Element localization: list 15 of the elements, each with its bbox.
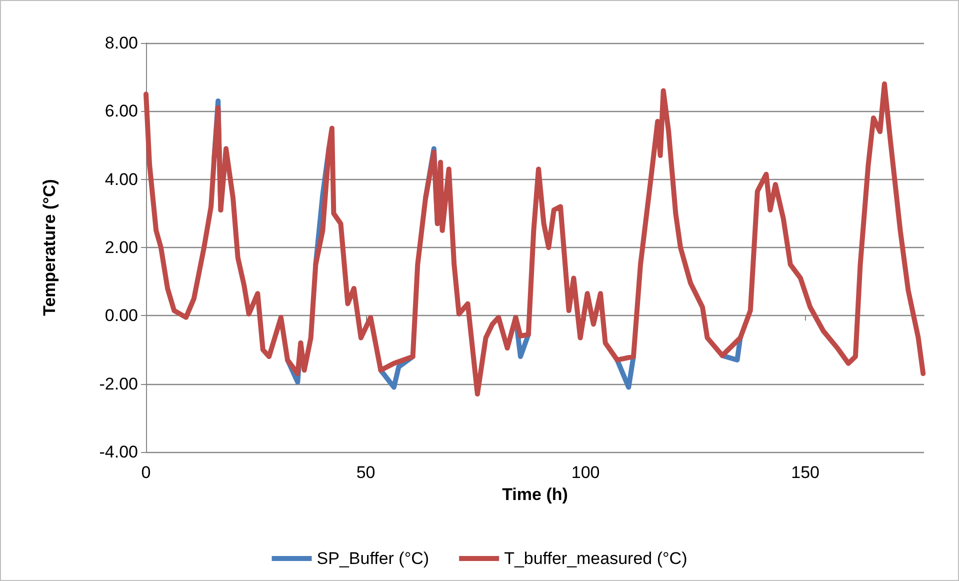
x-tick-label: 0 bbox=[141, 463, 151, 482]
x-tick-label: 100 bbox=[571, 463, 600, 482]
y-tick-label: 2.00 bbox=[104, 238, 138, 257]
y-tick-label: -4.00 bbox=[99, 442, 138, 462]
x-tick-label: 50 bbox=[356, 463, 376, 482]
x-axis-title: Time (h) bbox=[502, 484, 568, 504]
y-axis-title: Temperature (°C) bbox=[40, 179, 59, 316]
y-tick-label: 4.00 bbox=[104, 170, 138, 189]
y-tick-label: 6.00 bbox=[104, 102, 138, 121]
y-tick-label: -2.00 bbox=[99, 374, 138, 394]
y-tick-label: 8.00 bbox=[104, 34, 138, 52]
legend-label: SP_Buffer (°C) bbox=[316, 549, 430, 568]
y-tick-label: 0.00 bbox=[104, 306, 138, 326]
x-tick-label: 150 bbox=[791, 463, 820, 482]
legend-label: T_buffer_measured (°C) bbox=[504, 549, 688, 568]
